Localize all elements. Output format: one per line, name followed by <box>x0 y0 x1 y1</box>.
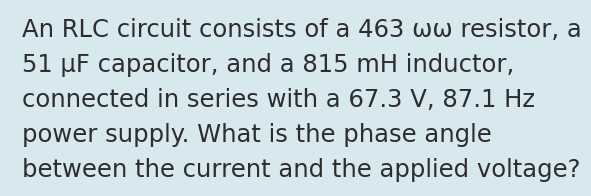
Text: power supply. What is the phase angle: power supply. What is the phase angle <box>22 123 492 147</box>
Text: between the current and the applied voltage?: between the current and the applied volt… <box>22 158 580 182</box>
Text: An RLC circuit consists of a 463 ωω resistor, a: An RLC circuit consists of a 463 ωω resi… <box>22 18 582 42</box>
Text: connected in series with a 67.3 V, 87.1 Hz: connected in series with a 67.3 V, 87.1 … <box>22 88 535 112</box>
Text: 51 μF capacitor, and a 815 mH inductor,: 51 μF capacitor, and a 815 mH inductor, <box>22 53 514 77</box>
